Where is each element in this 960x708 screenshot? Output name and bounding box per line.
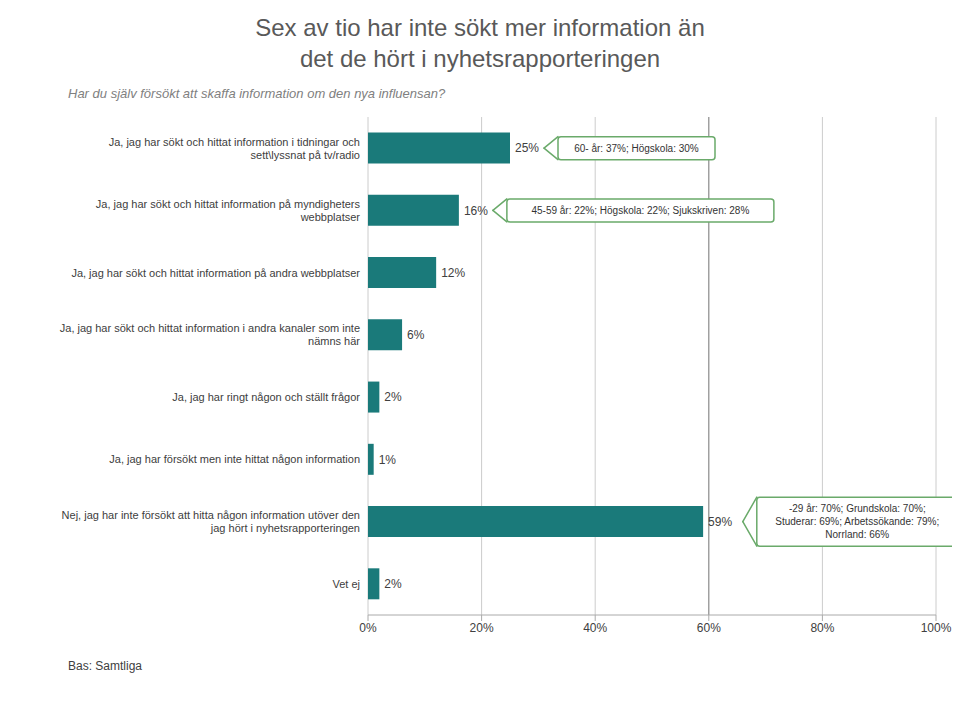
svg-text:2%: 2% <box>384 391 402 405</box>
svg-text:6%: 6% <box>407 328 425 342</box>
svg-text:100%: 100% <box>921 621 952 635</box>
svg-text:Ja, jag har försökt men inte h: Ja, jag har försökt men inte hittat någo… <box>109 454 360 466</box>
svg-text:60%: 60% <box>697 621 721 635</box>
svg-text:80%: 80% <box>810 621 834 635</box>
html-text:Bas: Samtliga: Bas: Samtliga <box>68 659 142 674</box>
svg-text:Ja, jag har ringt någon och st: Ja, jag har ringt någon och ställt frågo… <box>172 392 360 404</box>
html-text:Har du själv försökt att skaff: Har du själv försökt att skaffa informat… <box>68 86 446 102</box>
svg-text:16%: 16% <box>464 204 488 218</box>
svg-text:0%: 0% <box>359 621 377 635</box>
svg-text:Nej, jag har inte försökt att: Nej, jag har inte försökt att hitta någo… <box>62 510 360 535</box>
svg-text:1%: 1% <box>379 453 397 467</box>
svg-text:Ja, jag har sökt och hittat in: Ja, jag har sökt och hittat information … <box>96 198 361 223</box>
svg-text:59%: 59% <box>708 515 732 529</box>
svg-text:60- år: 37%; Högskola: 30%: 60- år: 37%; Högskola: 30% <box>574 143 699 154</box>
svg-text:45-59 år: 22%; Högskola: 22%;: 45-59 år: 22%; Högskola: 22%; Sjukskrive… <box>531 205 749 216</box>
svg-text:Ja, jag har sökt och hittat in: Ja, jag har sökt och hittat information … <box>109 136 360 161</box>
svg-text:Vet ej: Vet ej <box>332 578 360 590</box>
svg-text:40%: 40% <box>583 621 607 635</box>
svg-text:25%: 25% <box>515 142 539 156</box>
svg-text:Ja, jag har sökt och hittat in: Ja, jag har sökt och hittat information … <box>71 267 360 279</box>
svg-text:2%: 2% <box>384 577 402 591</box>
svg-text:-29 år: 70%; Grundskola: 70%;S: -29 år: 70%; Grundskola: 70%;Studerar: 6… <box>775 504 939 541</box>
svg-text:12%: 12% <box>441 266 465 280</box>
svg-text:20%: 20% <box>470 621 494 635</box>
svg-text:Ja, jag har sökt och hittat in: Ja, jag har sökt och hittat information … <box>60 323 361 348</box>
html-text:Sex av tio har inte sökt mer i: Sex av tio har inte sökt mer information… <box>255 14 705 73</box>
